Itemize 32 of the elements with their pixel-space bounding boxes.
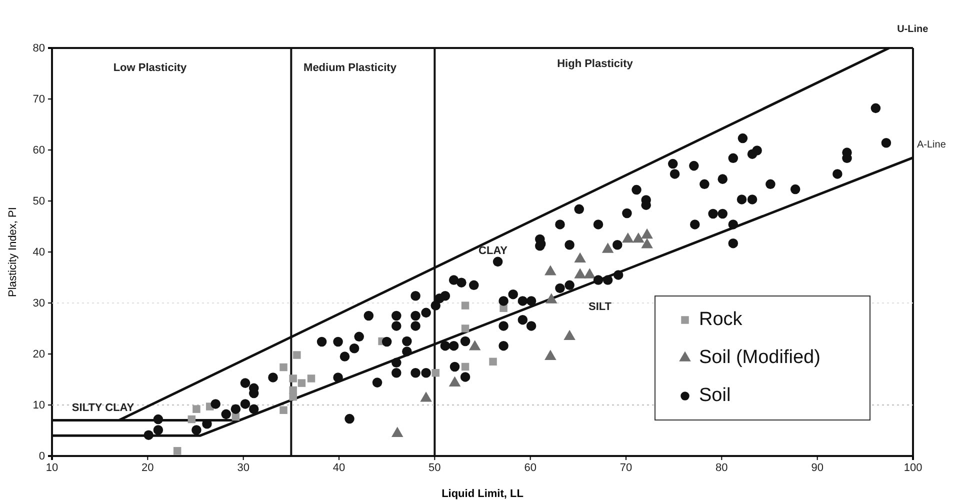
x-tick-label: 50 xyxy=(428,462,441,474)
series-label: A-Line xyxy=(917,140,946,151)
x-tick-label: 90 xyxy=(811,462,824,474)
series-label: U-Line xyxy=(897,24,929,35)
x-axis-title: Liquid Limit, LL xyxy=(442,488,524,500)
annotation: Medium Plasticity xyxy=(304,62,398,74)
x-tick-label: 70 xyxy=(620,462,632,474)
x-tick-label: 80 xyxy=(716,462,728,474)
y-tick-label: 80 xyxy=(32,42,45,55)
annotation: SILTY CLAY xyxy=(72,402,135,414)
y-tick-label: 10 xyxy=(32,400,45,412)
legend-label: Soil (Modified) xyxy=(699,347,820,368)
legend-label: Soil xyxy=(699,385,731,406)
y-tick-label: 60 xyxy=(32,144,45,157)
annotation: CLAY xyxy=(478,244,508,257)
y-tick-label: 0 xyxy=(38,450,45,463)
y-tick-label: 20 xyxy=(32,348,45,361)
y-tick-label: 50 xyxy=(32,196,45,208)
annotation: Low Plasticity xyxy=(113,62,188,74)
y-tick-label: 40 xyxy=(32,246,45,259)
x-tick-label: 60 xyxy=(524,462,536,474)
x-tick-label: 20 xyxy=(142,462,154,474)
y-axis-title: Plasticity Index, PI xyxy=(7,207,19,297)
legend-label: Rock xyxy=(699,309,743,330)
annotation: SILT xyxy=(588,300,612,313)
x-tick-label: 10 xyxy=(46,462,58,474)
x-tick-label: 100 xyxy=(904,462,922,474)
annotation: High Plasticity xyxy=(557,58,634,70)
x-tick-label: 40 xyxy=(332,462,346,474)
y-tick-label: 70 xyxy=(32,94,45,106)
x-tick-label: 30 xyxy=(237,462,250,474)
y-tick-label: 30 xyxy=(32,298,45,310)
